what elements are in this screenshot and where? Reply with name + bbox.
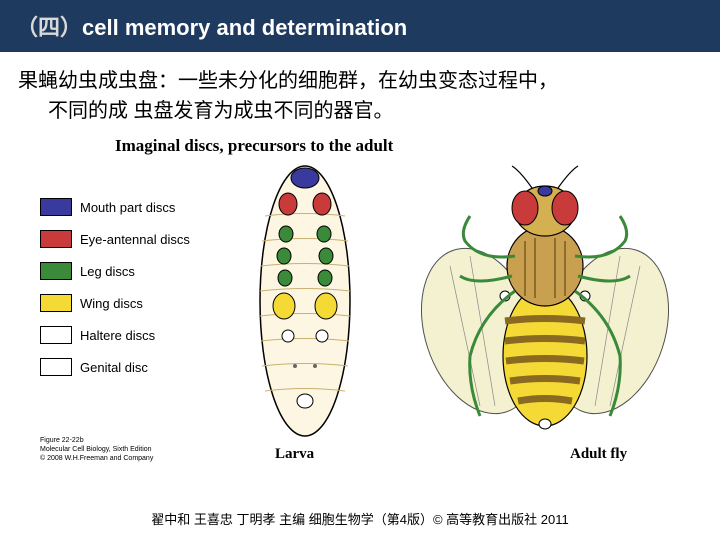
larva-caption: Larva <box>275 446 314 463</box>
figure-area: Imaginal discs, precursors to the adult … <box>40 136 680 486</box>
header-title: cell memory and determination <box>82 15 407 40</box>
legend-swatch-leg <box>40 262 72 280</box>
legend-label: Leg discs <box>80 264 135 279</box>
legend-swatch-eye <box>40 230 72 248</box>
credit-line: Figure 22-22b <box>40 436 153 445</box>
body-line1: 果蝇幼虫成虫盘：一些未分化的细胞群，在幼虫变态过程中， <box>18 66 702 96</box>
legend: Mouth part discs Eye-antennal discs Leg … <box>40 196 210 388</box>
slide-footer: 翟中和 王喜忠 丁明孝 主编 细胞生物学（第4版）© 高等教育出版社 2011 <box>0 509 720 528</box>
legend-swatch-genital <box>40 358 72 376</box>
legend-label: Eye-antennal discs <box>80 232 190 247</box>
legend-label: Wing discs <box>80 296 143 311</box>
legend-row: Mouth part discs <box>40 196 210 218</box>
legend-row: Haltere discs <box>40 324 210 346</box>
credit-line: © 2008 W.H.Freeman and Company <box>40 454 153 463</box>
legend-row: Genital disc <box>40 356 210 378</box>
slide-header: （四）cell memory and determination <box>0 0 720 52</box>
legend-label: Haltere discs <box>80 328 155 343</box>
body-text: 果蝇幼虫成虫盘：一些未分化的细胞群，在幼虫变态过程中， 不同的成 虫盘发育为成虫… <box>0 52 720 132</box>
body-line2: 不同的成 虫盘发育为成虫不同的器官。 <box>18 96 702 126</box>
figure-title: Imaginal discs, precursors to the adult <box>115 136 393 156</box>
legend-swatch-mouth <box>40 198 72 216</box>
fly-caption: Adult fly <box>570 446 627 463</box>
legend-swatch-haltere <box>40 326 72 344</box>
larva-illustration <box>240 156 370 446</box>
figure-credit: Figure 22-22b Molecular Cell Biology, Si… <box>40 436 153 463</box>
legend-label: Mouth part discs <box>80 200 175 215</box>
legend-swatch-wing <box>40 294 72 312</box>
legend-row: Eye-antennal discs <box>40 228 210 250</box>
legend-label: Genital disc <box>80 360 148 375</box>
legend-row: Wing discs <box>40 292 210 314</box>
credit-line: Molecular Cell Biology, Sixth Edition <box>40 445 153 454</box>
legend-row: Leg discs <box>40 260 210 282</box>
section-number: （四） <box>16 15 82 40</box>
adult-fly-illustration <box>420 156 670 446</box>
